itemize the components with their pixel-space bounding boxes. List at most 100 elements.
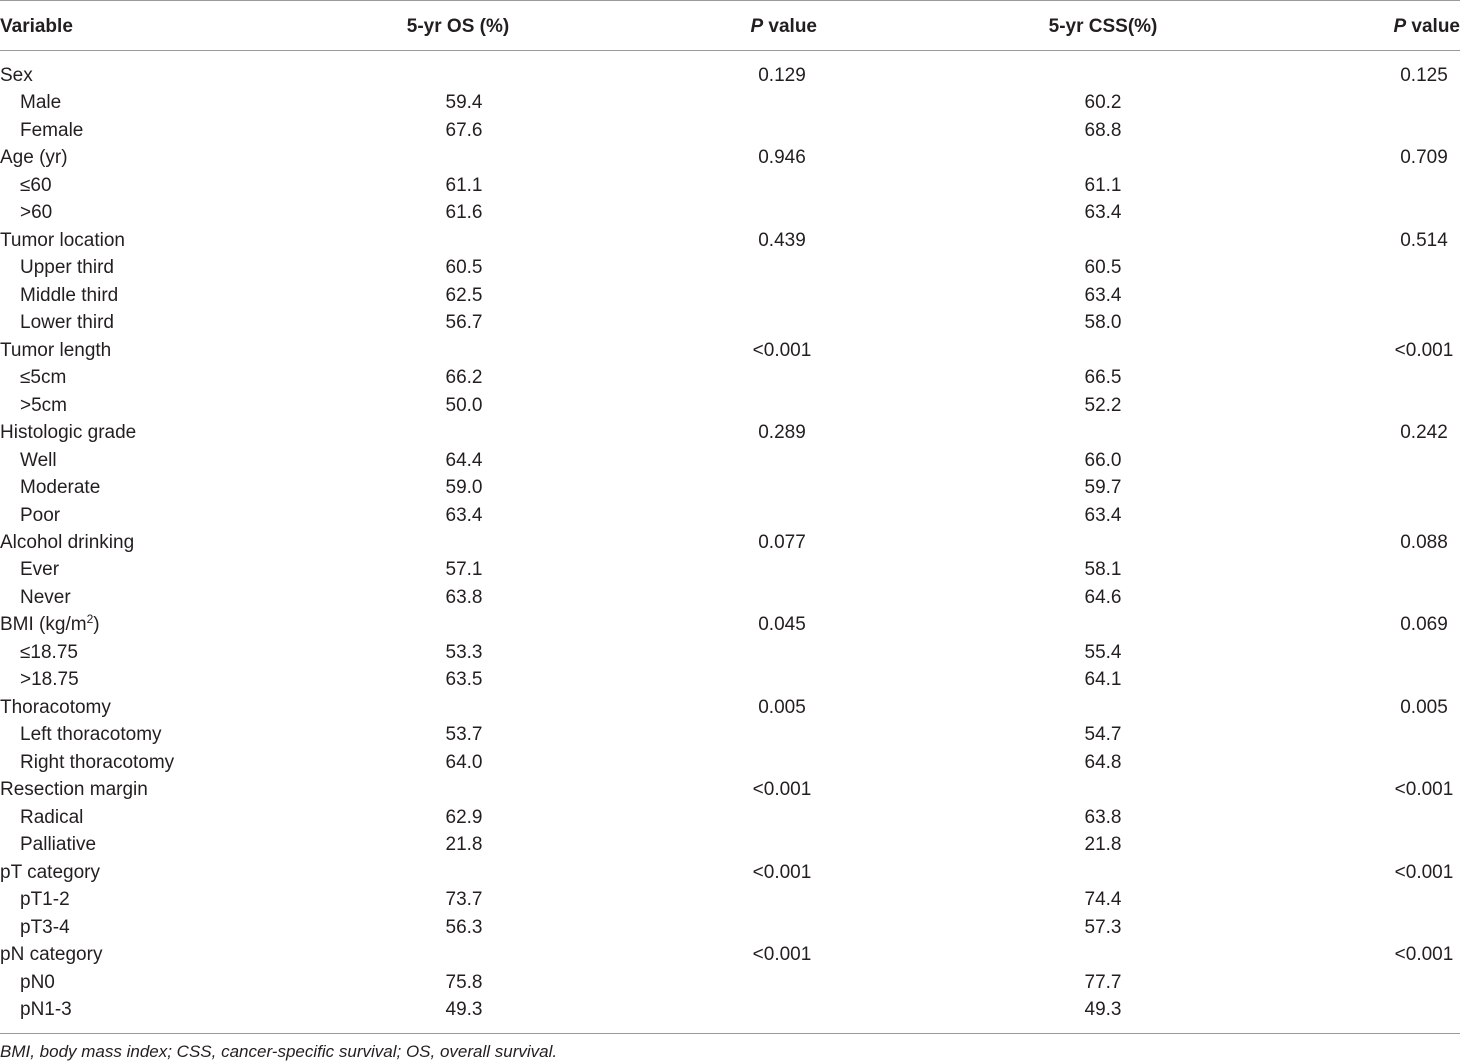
css-value: 63.4: [1084, 284, 1122, 306]
header-cell: P value: [750, 16, 817, 38]
os-value: 21.8: [445, 834, 483, 856]
os-value: 73.7: [445, 889, 483, 911]
os-p-value: <0.001: [752, 861, 812, 883]
css-p-value: 0.709: [1400, 147, 1448, 169]
group-label: Tumor length: [0, 339, 112, 361]
bottom-rule: [0, 1033, 1460, 1034]
os-value: 59.4: [445, 92, 483, 114]
header-cell: 5-yr OS (%): [406, 16, 510, 37]
css-p-value: 0.125: [1400, 65, 1448, 86]
os-value: 61.6: [445, 202, 483, 224]
level-label: ≤60: [20, 174, 52, 196]
css-value: 21.8: [1084, 834, 1122, 856]
os-value: 56.3: [445, 916, 483, 938]
css-value: 66.5: [1084, 367, 1122, 389]
os-value: 49.3: [445, 998, 483, 1020]
css-value: 60.2: [1084, 92, 1122, 114]
group-label: Sex: [0, 65, 33, 86]
os-value: 75.8: [445, 971, 483, 993]
header-cell: P value: [1393, 16, 1460, 38]
css-value: 61.1: [1084, 174, 1122, 196]
label-text: BMI (kg/m: [0, 614, 87, 636]
css-value: 64.6: [1084, 586, 1122, 608]
css-value: 64.8: [1084, 751, 1122, 773]
level-label: >5cm: [20, 394, 67, 416]
level-label: Male: [20, 92, 62, 114]
header-italic: P: [750, 16, 764, 37]
os-p-value: 0.289: [758, 422, 806, 444]
level-label: ≤18.75: [20, 641, 78, 663]
level-label: pN0: [20, 971, 55, 993]
header-cell: 5-yr CSS(%): [1048, 16, 1158, 37]
css-p-value: <0.001: [1394, 339, 1454, 361]
css-value: 58.1: [1084, 559, 1122, 581]
group-label: BMI (kg/m2): [0, 612, 100, 636]
group-label: Alcohol drinking: [0, 531, 135, 553]
group-label: Thoracotomy: [0, 696, 111, 718]
level-label: Moderate: [20, 477, 101, 499]
header-text: value: [768, 16, 817, 37]
css-p-value: 0.005: [1400, 696, 1448, 718]
level-label: Middle third: [20, 284, 119, 306]
label-after: ): [93, 614, 100, 636]
os-value: 63.4: [445, 504, 483, 526]
css-value: 74.4: [1084, 889, 1122, 911]
os-value: 53.7: [445, 724, 483, 746]
os-value: 66.2: [445, 367, 483, 389]
os-p-value: 0.129: [758, 65, 806, 86]
os-p-value: 0.439: [758, 229, 806, 251]
group-label: Resection margin: [0, 779, 148, 801]
os-value: 56.7: [445, 312, 483, 334]
os-value: 61.1: [445, 174, 483, 196]
css-value: 63.4: [1084, 504, 1122, 526]
os-p-value: 0.946: [758, 147, 806, 169]
css-p-value: 0.514: [1400, 229, 1448, 251]
os-value: 50.0: [445, 394, 483, 416]
os-value: 62.5: [445, 284, 483, 306]
os-value: 63.5: [445, 669, 483, 691]
css-p-value: <0.001: [1394, 861, 1454, 883]
level-label: Ever: [20, 559, 60, 581]
os-p-value: 0.005: [758, 696, 806, 718]
level-label: Female: [20, 119, 84, 141]
level-label: >60: [20, 202, 53, 224]
level-label: pT3-4: [20, 916, 70, 938]
level-label: Left thoracotomy: [20, 724, 162, 746]
css-value: 58.0: [1084, 312, 1122, 334]
css-p-value: 0.069: [1400, 614, 1448, 636]
level-label: Right thoracotomy: [20, 751, 175, 773]
css-value: 52.2: [1084, 394, 1122, 416]
os-value: 64.0: [445, 751, 483, 773]
level-label: Poor: [20, 504, 61, 526]
css-value: 49.3: [1084, 998, 1122, 1020]
css-value: 54.7: [1084, 724, 1122, 746]
level-label: Palliative: [20, 834, 97, 856]
css-p-value: <0.001: [1394, 779, 1454, 801]
top-rule: [0, 0, 1460, 1]
group-label: Tumor location: [0, 229, 125, 251]
level-label: Never: [20, 586, 71, 608]
os-p-value: <0.001: [752, 779, 812, 801]
os-p-value: <0.001: [752, 339, 812, 361]
css-value: 55.4: [1084, 641, 1122, 663]
group-label: Age (yr): [0, 147, 68, 169]
os-value: 59.0: [445, 477, 483, 499]
group-label: Histologic grade: [0, 422, 137, 444]
level-label: pN1-3: [20, 998, 72, 1020]
group-label: pT category: [0, 861, 100, 883]
css-value: 63.4: [1084, 202, 1122, 224]
os-value: 62.9: [445, 806, 483, 828]
os-value: 60.5: [445, 257, 483, 279]
os-value: 53.3: [445, 641, 483, 663]
header-cell: Variable: [0, 16, 73, 37]
css-p-value: 0.088: [1400, 531, 1448, 553]
css-value: 60.5: [1084, 257, 1122, 279]
css-p-value: 0.242: [1400, 422, 1448, 444]
os-value: 57.1: [445, 559, 483, 581]
css-value: 64.1: [1084, 669, 1122, 691]
css-value: 63.8: [1084, 806, 1122, 828]
header-text: value: [1411, 16, 1460, 37]
level-label: >18.75: [20, 669, 79, 691]
label-sup: 2: [86, 612, 94, 627]
